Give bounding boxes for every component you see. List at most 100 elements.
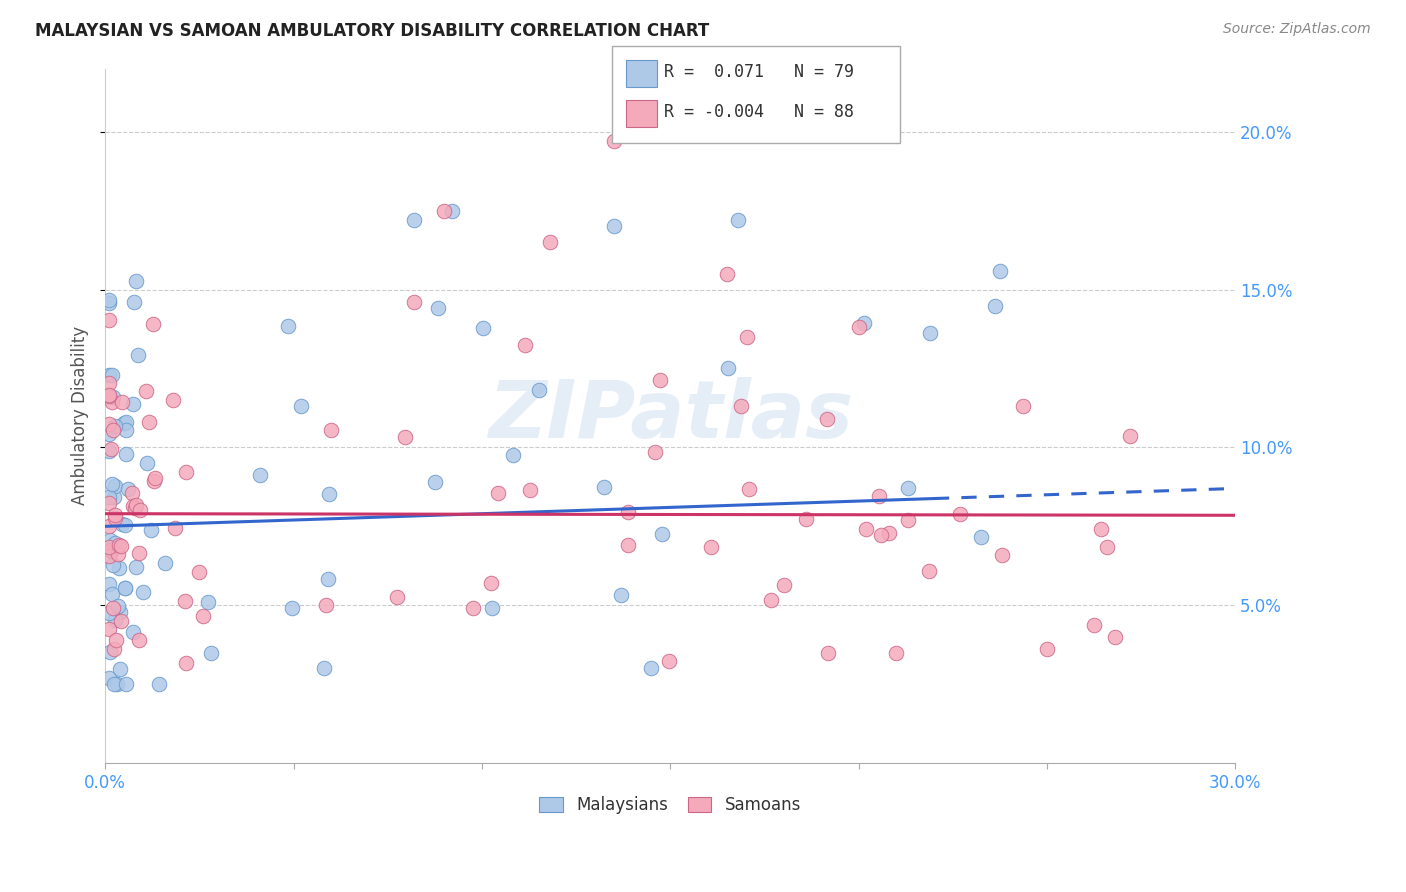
Point bbox=[128, 632, 150, 647]
Text: R =  0.071: R = 0.071 bbox=[664, 63, 763, 81]
Point bbox=[135, 456, 157, 470]
Point bbox=[658, 654, 681, 668]
Point bbox=[735, 330, 758, 344]
Point bbox=[98, 549, 121, 563]
Point bbox=[461, 601, 484, 615]
Point bbox=[122, 294, 145, 309]
Point bbox=[319, 423, 342, 437]
Point bbox=[877, 525, 900, 540]
Point bbox=[121, 486, 143, 500]
Point bbox=[101, 368, 124, 382]
Point bbox=[425, 475, 447, 489]
Point bbox=[108, 538, 131, 552]
Point bbox=[110, 540, 132, 554]
Point bbox=[610, 589, 633, 603]
Point bbox=[404, 213, 426, 227]
Point bbox=[122, 625, 145, 640]
Point bbox=[855, 522, 877, 536]
Point bbox=[101, 587, 124, 601]
Point bbox=[138, 416, 160, 430]
Point bbox=[100, 442, 122, 457]
Point bbox=[98, 577, 121, 591]
Point bbox=[101, 600, 124, 615]
Point bbox=[479, 576, 502, 591]
Point bbox=[98, 296, 121, 310]
Point bbox=[896, 482, 918, 496]
Point bbox=[112, 416, 135, 430]
Point bbox=[110, 614, 132, 628]
Point bbox=[110, 605, 132, 619]
Point bbox=[101, 394, 124, 409]
Point bbox=[107, 547, 129, 561]
Point bbox=[617, 538, 640, 552]
Point bbox=[990, 263, 1012, 277]
Point bbox=[122, 397, 145, 411]
Point bbox=[114, 582, 136, 596]
Point bbox=[918, 564, 941, 578]
Point bbox=[519, 483, 541, 497]
Point bbox=[385, 590, 408, 604]
Point bbox=[105, 632, 128, 647]
Point bbox=[538, 235, 561, 249]
Point bbox=[394, 430, 416, 444]
Text: N = 79: N = 79 bbox=[794, 63, 855, 81]
Point bbox=[101, 476, 124, 491]
Point bbox=[249, 468, 271, 483]
Point bbox=[1104, 630, 1126, 644]
Point bbox=[103, 490, 125, 504]
Point bbox=[162, 393, 184, 408]
Point bbox=[124, 274, 146, 288]
Point bbox=[98, 388, 121, 402]
Text: N = 88: N = 88 bbox=[794, 103, 855, 121]
Point bbox=[98, 427, 121, 442]
Point bbox=[128, 503, 150, 517]
Point bbox=[592, 480, 614, 494]
Point bbox=[486, 486, 509, 500]
Point bbox=[132, 585, 155, 599]
Point bbox=[773, 577, 796, 591]
Point bbox=[602, 134, 624, 148]
Point bbox=[153, 556, 176, 570]
Point bbox=[163, 521, 186, 535]
Point bbox=[100, 544, 122, 558]
Point bbox=[143, 471, 166, 485]
Point bbox=[312, 661, 335, 675]
Point bbox=[98, 496, 121, 510]
Point bbox=[103, 677, 125, 691]
Point bbox=[101, 423, 124, 437]
Point bbox=[139, 523, 162, 537]
Point bbox=[197, 595, 219, 609]
Point bbox=[515, 338, 537, 352]
Point bbox=[869, 528, 891, 542]
Point bbox=[277, 318, 299, 333]
Point bbox=[315, 598, 337, 612]
Text: ZIPatlas: ZIPatlas bbox=[488, 376, 852, 455]
Point bbox=[98, 293, 121, 307]
Point bbox=[502, 448, 524, 462]
Point bbox=[104, 535, 127, 549]
Point bbox=[104, 479, 127, 493]
Point bbox=[173, 594, 195, 608]
Point bbox=[115, 423, 138, 437]
Point bbox=[98, 376, 121, 390]
Point bbox=[98, 606, 121, 620]
Point bbox=[868, 489, 890, 503]
Point bbox=[98, 389, 121, 403]
Point bbox=[125, 560, 148, 574]
Point bbox=[128, 546, 150, 560]
Point bbox=[527, 384, 550, 398]
Point bbox=[98, 519, 121, 533]
Text: MALAYSIAN VS SAMOAN AMBULATORY DISABILITY CORRELATION CHART: MALAYSIAN VS SAMOAN AMBULATORY DISABILIT… bbox=[35, 22, 710, 40]
Point bbox=[98, 417, 121, 431]
Point bbox=[98, 313, 121, 327]
Point bbox=[817, 646, 839, 660]
Point bbox=[98, 671, 121, 685]
Point bbox=[472, 320, 495, 334]
Point bbox=[108, 561, 131, 575]
Point bbox=[617, 505, 640, 519]
Point bbox=[1036, 642, 1059, 657]
Point bbox=[98, 645, 121, 659]
Point bbox=[174, 656, 197, 670]
Point bbox=[105, 677, 128, 691]
Point bbox=[100, 542, 122, 557]
